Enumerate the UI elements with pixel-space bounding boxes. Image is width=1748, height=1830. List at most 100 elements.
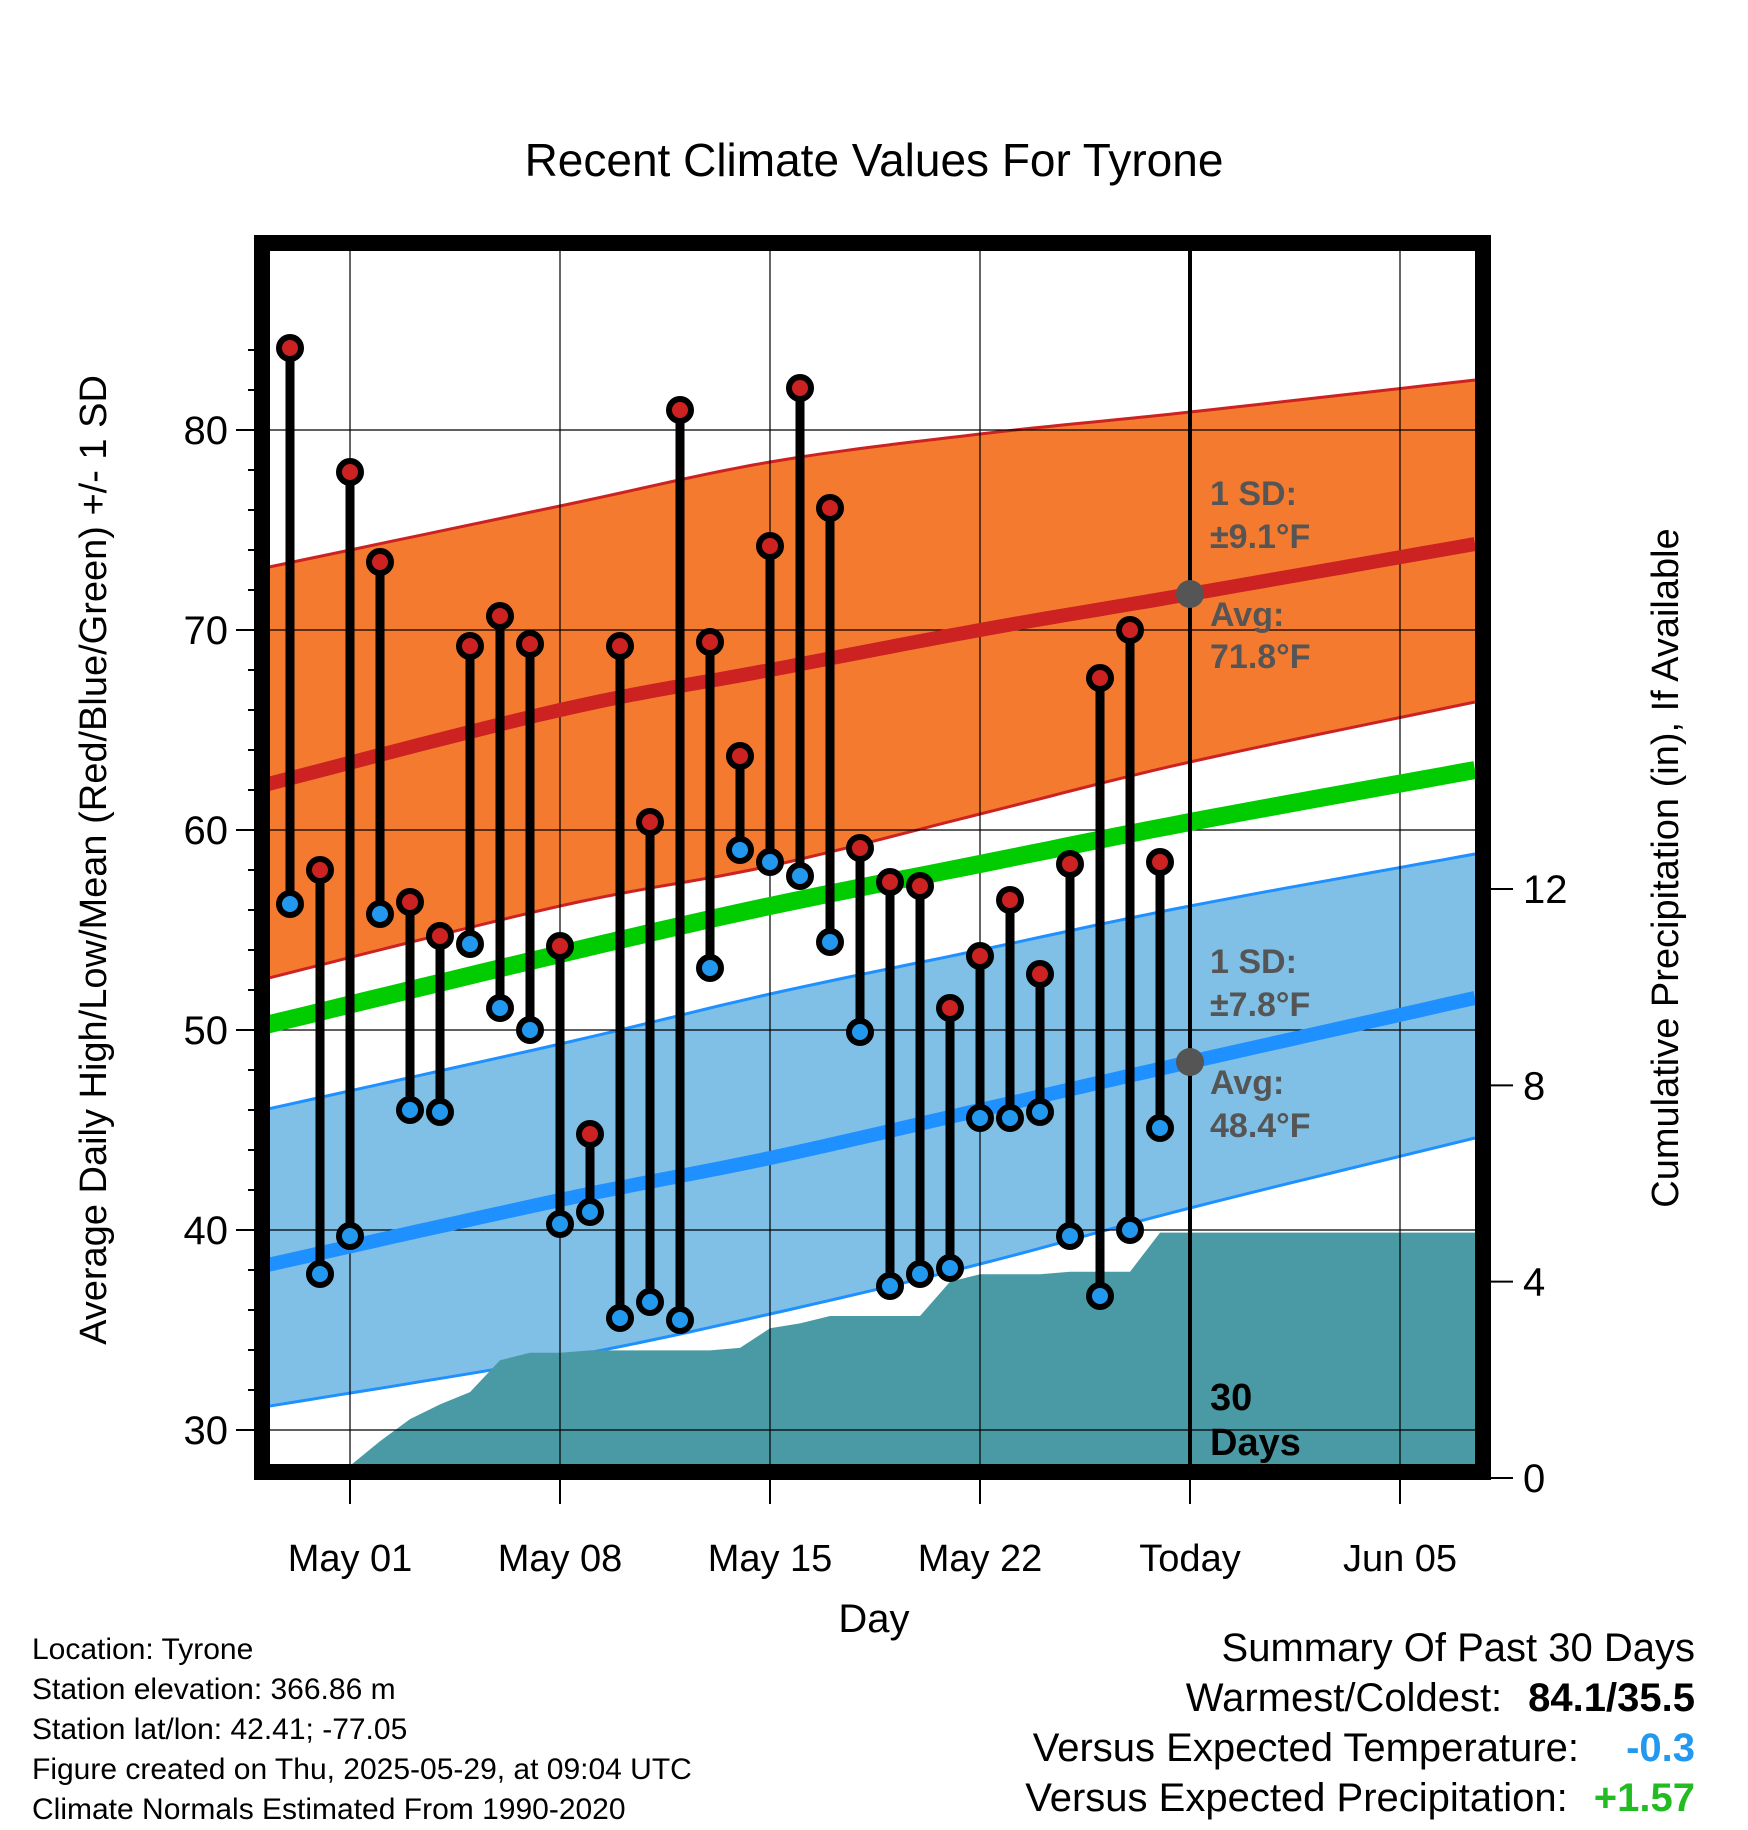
warm-cold-value: 84.1/35.5 (1528, 1676, 1695, 1720)
chart-title: Recent Climate Values For Tyrone (525, 134, 1224, 186)
y2-tick-label: 12 (1523, 868, 1568, 912)
daily-high-point (396, 888, 424, 916)
daily-low-point (276, 890, 304, 918)
daily-low-point (606, 1304, 634, 1332)
daily-high-point (846, 834, 874, 862)
x-axis-label: Day (838, 1597, 909, 1641)
daily-high-point (456, 632, 484, 660)
today-normal-marker (1176, 1048, 1204, 1076)
mean-line (262, 761, 1477, 1036)
daily-low-point (1116, 1216, 1144, 1244)
normals-text: Climate Normals Estimated From 1990-2020 (32, 1793, 626, 1826)
daily-low-point (516, 1016, 544, 1044)
low-avg-value: 48.4°F (1210, 1107, 1311, 1145)
high-sd-label: 1 SD: (1210, 475, 1297, 513)
x-tick-label: May 22 (918, 1538, 1043, 1580)
daily-high-point (816, 494, 844, 522)
daily-low-point (876, 1272, 904, 1300)
daily-low-point (1056, 1222, 1084, 1250)
daily-low-point (486, 994, 514, 1022)
daily-high-point (516, 630, 544, 658)
daily-low-point (636, 1288, 664, 1316)
daily-high-point (756, 532, 784, 560)
daily-low-point (966, 1104, 994, 1132)
daily-high-point (786, 374, 814, 402)
daily-low-point (936, 1254, 964, 1282)
x-tick-label: Jun 05 (1343, 1538, 1457, 1580)
daily-low-point (666, 1306, 694, 1334)
daily-low-point (426, 1098, 454, 1126)
daily-low-point (756, 848, 784, 876)
precip-anomaly-value: +1.57 (1593, 1776, 1695, 1820)
x-tick-label: May 01 (288, 1538, 413, 1580)
station-info: Location: Tyrone Station elevation: 366.… (32, 1630, 692, 1830)
high-upper-line (262, 378, 1476, 570)
latlon-text: Station lat/lon: 42.41; -77.05 (32, 1713, 408, 1746)
summary-warm-cold-row: Warmest/Coldest: 84.1/35.5 (1025, 1673, 1695, 1723)
high-avg-label: Avg: (1210, 596, 1284, 634)
x-tick-label: Today (1139, 1538, 1240, 1580)
warm-cold-label: Warmest/Coldest: (1185, 1676, 1503, 1720)
precip-area (262, 1232, 1475, 1472)
y-tick-label: 40 (184, 1209, 229, 1253)
daily-low-point (546, 1210, 574, 1238)
location-text: Location: Tyrone (32, 1633, 254, 1666)
x-tick-label: May 15 (708, 1538, 833, 1580)
days-count: 30 (1210, 1377, 1252, 1419)
daily-low-point (336, 1222, 364, 1250)
daily-high-point (606, 632, 634, 660)
precip-anomaly-label: Versus Expected Precipitation: (1025, 1776, 1568, 1820)
daily-low-point (1086, 1282, 1114, 1310)
daily-high-point (336, 458, 364, 486)
summary-title: Summary Of Past 30 Days (1221, 1626, 1695, 1670)
summary-precip-row: Versus Expected Precipitation: +1.57 (1025, 1773, 1695, 1823)
daily-low-point (396, 1096, 424, 1124)
daily-high-point (276, 334, 304, 362)
daily-low-point (786, 862, 814, 890)
daily-high-point (876, 868, 904, 896)
y-tick-label: 60 (184, 809, 229, 853)
y-tick-label: 50 (184, 1009, 229, 1053)
daily-high-point (996, 886, 1024, 914)
daily-low-point (366, 900, 394, 928)
plot-frame (254, 235, 1491, 1480)
y-tick-label: 80 (184, 409, 229, 453)
daily-low-point (1146, 1114, 1174, 1142)
daily-low-point (576, 1198, 604, 1226)
daily-low-point (1026, 1098, 1054, 1126)
daily-low-point (726, 836, 754, 864)
daily-high-point (696, 628, 724, 656)
daily-high-point (426, 922, 454, 950)
daily-high-point (546, 932, 574, 960)
elevation-text: Station elevation: 366.86 m (32, 1673, 396, 1706)
daily-low-point (846, 1018, 874, 1046)
daily-high-point (1086, 664, 1114, 692)
y2-tick-label: 8 (1523, 1064, 1545, 1108)
daily-high-point (486, 602, 514, 630)
y-tick-label: 30 (184, 1409, 229, 1453)
y2-tick-label: 0 (1523, 1457, 1545, 1501)
daily-low-point (456, 930, 484, 958)
daily-high-point (1056, 850, 1084, 878)
daily-high-point (576, 1120, 604, 1148)
daily-high-point (936, 994, 964, 1022)
days-label: Days (1210, 1422, 1301, 1464)
high-avg-line (262, 537, 1477, 793)
daily-high-point (366, 548, 394, 576)
low-sd-value: ±7.8°F (1210, 986, 1310, 1024)
daily-high-point (906, 872, 934, 900)
temp-anomaly-label: Versus Expected Temperature: (1032, 1726, 1579, 1770)
low-avg-line (262, 991, 1477, 1274)
x-tick-label: May 08 (498, 1538, 623, 1580)
low-sd-label: 1 SD: (1210, 943, 1297, 981)
y-axis-label-left: Average Daily High/Low/Mean (Red/Blue/Gr… (73, 375, 115, 1345)
daily-low-point (996, 1104, 1024, 1132)
high-avg-value: 71.8°F (1210, 638, 1311, 676)
daily-low-point (696, 954, 724, 982)
daily-high-point (306, 856, 334, 884)
temp-anomaly-value: -0.3 (1626, 1726, 1695, 1770)
created-text: Figure created on Thu, 2025-05-29, at 09… (32, 1753, 692, 1786)
daily-high-point (1146, 848, 1174, 876)
plot-area (262, 243, 1483, 1472)
